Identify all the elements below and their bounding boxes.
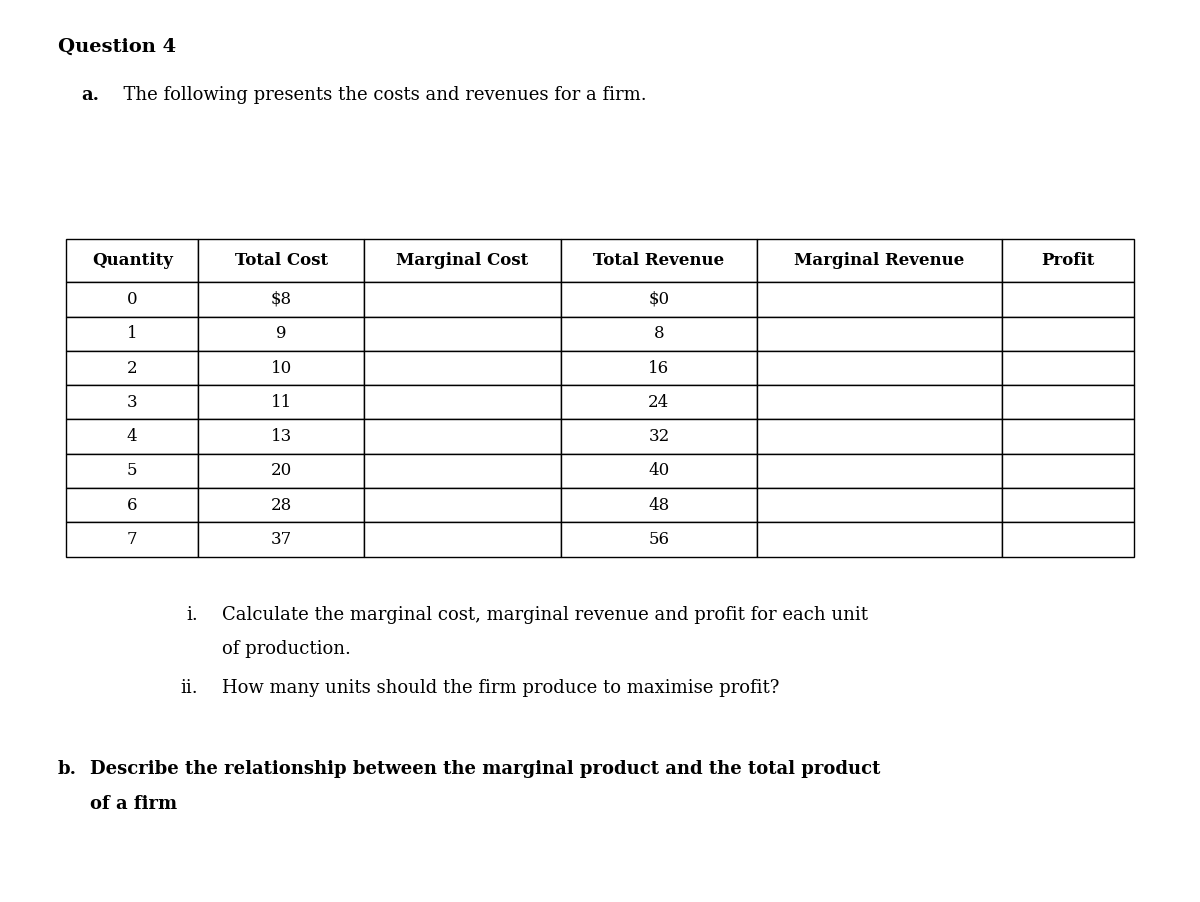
Text: 3: 3 bbox=[127, 394, 138, 410]
Text: 4: 4 bbox=[127, 428, 138, 445]
Text: 37: 37 bbox=[271, 531, 292, 548]
Bar bbox=[757, 419, 1002, 454]
Bar bbox=[365, 419, 560, 454]
Text: Marginal Revenue: Marginal Revenue bbox=[794, 253, 965, 269]
Bar bbox=[66, 488, 198, 522]
Text: 20: 20 bbox=[271, 463, 292, 479]
Text: Calculate the marginal cost, marginal revenue and profit for each unit: Calculate the marginal cost, marginal re… bbox=[222, 606, 868, 624]
Bar bbox=[66, 351, 198, 385]
Bar bbox=[560, 488, 757, 522]
Text: 32: 32 bbox=[648, 428, 670, 445]
Bar bbox=[1002, 419, 1134, 454]
Text: 6: 6 bbox=[127, 497, 138, 513]
Bar bbox=[66, 317, 198, 351]
Bar bbox=[757, 239, 1002, 282]
Bar bbox=[365, 282, 560, 317]
Bar bbox=[198, 522, 365, 557]
Bar bbox=[560, 282, 757, 317]
Text: 8: 8 bbox=[654, 326, 665, 342]
Bar bbox=[1002, 488, 1134, 522]
Bar bbox=[1002, 239, 1134, 282]
Text: $0: $0 bbox=[648, 291, 670, 308]
Text: of a firm: of a firm bbox=[90, 795, 178, 813]
Text: The following presents the costs and revenues for a firm.: The following presents the costs and rev… bbox=[112, 86, 647, 104]
Bar bbox=[1002, 317, 1134, 351]
Bar bbox=[757, 488, 1002, 522]
Text: b.: b. bbox=[58, 760, 77, 778]
Bar bbox=[66, 385, 198, 419]
Bar bbox=[66, 419, 198, 454]
Text: How many units should the firm produce to maximise profit?: How many units should the firm produce t… bbox=[222, 679, 779, 697]
Bar bbox=[198, 385, 365, 419]
Text: a.: a. bbox=[82, 86, 100, 104]
Bar bbox=[198, 419, 365, 454]
Text: 13: 13 bbox=[271, 428, 292, 445]
Text: 10: 10 bbox=[271, 360, 292, 376]
Bar bbox=[365, 317, 560, 351]
Bar bbox=[757, 351, 1002, 385]
Bar bbox=[560, 239, 757, 282]
Bar bbox=[560, 419, 757, 454]
Bar bbox=[365, 522, 560, 557]
Bar bbox=[757, 317, 1002, 351]
Bar bbox=[560, 351, 757, 385]
Bar bbox=[66, 239, 198, 282]
Bar bbox=[757, 454, 1002, 488]
Text: Quantity: Quantity bbox=[91, 253, 173, 269]
Text: of production.: of production. bbox=[222, 640, 350, 658]
Text: i.: i. bbox=[186, 606, 198, 624]
Text: 16: 16 bbox=[648, 360, 670, 376]
Text: 24: 24 bbox=[648, 394, 670, 410]
Text: Total Revenue: Total Revenue bbox=[593, 253, 725, 269]
Bar bbox=[757, 282, 1002, 317]
Text: 56: 56 bbox=[648, 531, 670, 548]
Bar bbox=[365, 488, 560, 522]
Bar bbox=[198, 239, 365, 282]
Text: 7: 7 bbox=[127, 531, 138, 548]
Text: 5: 5 bbox=[127, 463, 138, 479]
Text: Total Cost: Total Cost bbox=[235, 253, 328, 269]
Bar bbox=[66, 454, 198, 488]
Bar bbox=[198, 488, 365, 522]
Text: 1: 1 bbox=[127, 326, 138, 342]
Bar bbox=[198, 317, 365, 351]
Text: Marginal Cost: Marginal Cost bbox=[396, 253, 529, 269]
Bar bbox=[365, 385, 560, 419]
Bar bbox=[66, 282, 198, 317]
Bar bbox=[560, 317, 757, 351]
Text: 40: 40 bbox=[648, 463, 670, 479]
Bar bbox=[1002, 282, 1134, 317]
Bar bbox=[198, 351, 365, 385]
Bar bbox=[198, 454, 365, 488]
Text: 2: 2 bbox=[127, 360, 138, 376]
Text: ii.: ii. bbox=[180, 679, 198, 697]
Text: 48: 48 bbox=[648, 497, 670, 513]
Text: $8: $8 bbox=[271, 291, 292, 308]
Text: 0: 0 bbox=[127, 291, 138, 308]
Bar bbox=[365, 351, 560, 385]
Bar bbox=[757, 522, 1002, 557]
Bar bbox=[757, 385, 1002, 419]
Bar bbox=[365, 454, 560, 488]
Bar bbox=[365, 239, 560, 282]
Text: Profit: Profit bbox=[1042, 253, 1094, 269]
Bar bbox=[1002, 522, 1134, 557]
Bar bbox=[1002, 351, 1134, 385]
Text: Question 4: Question 4 bbox=[58, 38, 175, 56]
Bar bbox=[1002, 385, 1134, 419]
Text: Describe the relationship between the marginal product and the total product: Describe the relationship between the ma… bbox=[90, 760, 881, 778]
Bar bbox=[560, 454, 757, 488]
Bar bbox=[560, 385, 757, 419]
Text: 11: 11 bbox=[271, 394, 292, 410]
Text: 9: 9 bbox=[276, 326, 287, 342]
Bar bbox=[1002, 454, 1134, 488]
Text: 28: 28 bbox=[271, 497, 292, 513]
Bar bbox=[198, 282, 365, 317]
Bar bbox=[66, 522, 198, 557]
Bar bbox=[560, 522, 757, 557]
